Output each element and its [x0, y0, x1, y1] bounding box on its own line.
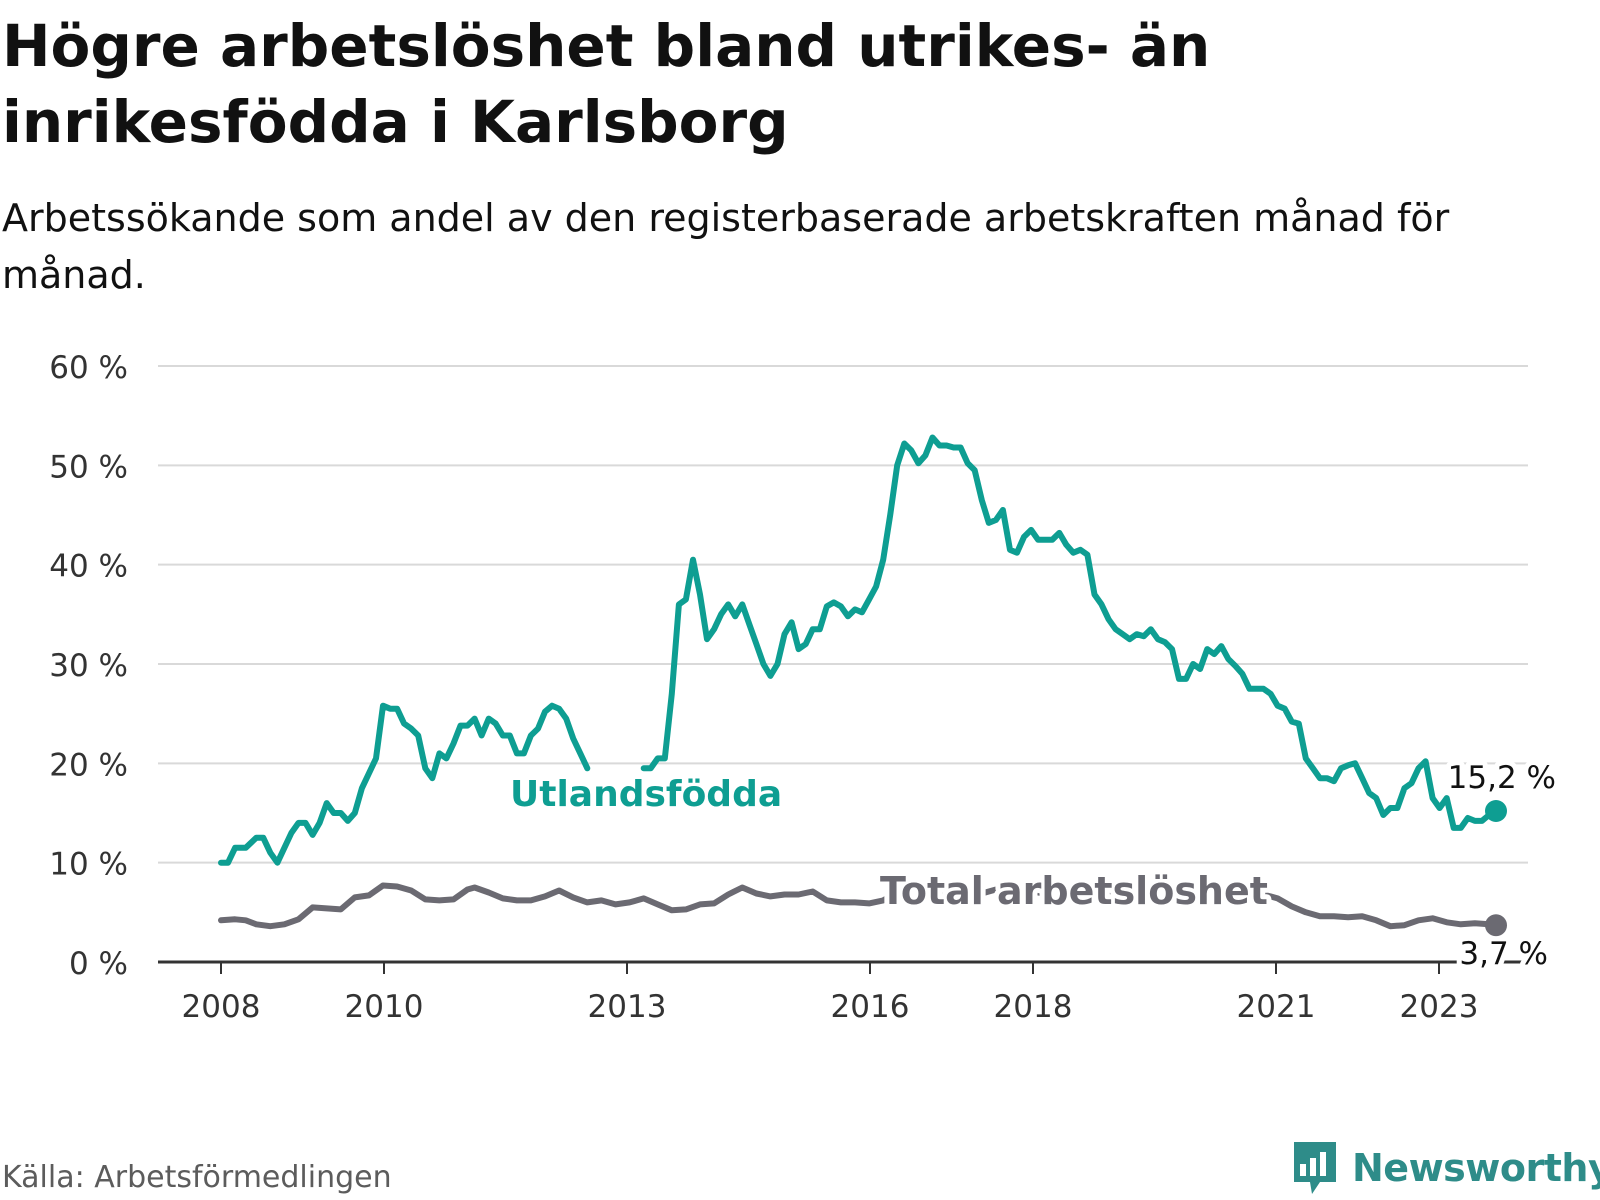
- x-axis: 2008 2010 2013 2016 2018 2021 2023: [158, 960, 1528, 1025]
- gridlines: [158, 365, 1528, 864]
- series-label-total-halo: Total arbetslöshet: [880, 869, 1268, 913]
- y-axis-tick-labels: 0 % 10 % 20 % 30 % 40 % 50 % 60 %: [49, 350, 128, 982]
- x-tick-label: 2021: [1237, 989, 1316, 1025]
- end-value-utlandsfodda: 15,2 %: [1448, 760, 1556, 796]
- x-tick-label: 2016: [831, 989, 910, 1025]
- brand-logo: Newsworthy: [1290, 1138, 1600, 1198]
- x-tick-label: 2013: [588, 989, 667, 1025]
- y-tick-label: 60 %: [49, 350, 128, 386]
- x-tick-label: 2018: [994, 989, 1073, 1025]
- line-chart: 0 % 10 % 20 % 30 % 40 % 50 % 60 % 2008 2010 2013…: [49, 350, 1561, 1025]
- series-lines: [218, 434, 1507, 937]
- series-label-total: Total arbetslöshet: [880, 869, 1268, 913]
- chart-title: Högre arbetslöshet bland utrikes- än inr…: [2, 12, 1211, 156]
- series-end-marker: [1485, 914, 1507, 937]
- series-line-utlandsfodda: [218, 702, 591, 866]
- y-tick-label: 20 %: [49, 747, 128, 783]
- series-label-utlandsfodda: Utlandsfödda: [510, 774, 782, 815]
- end-value-total: 3,7 %: [1459, 936, 1548, 972]
- y-tick-label: 40 %: [49, 549, 128, 585]
- series-line-utlandsfodda: [640, 434, 1499, 831]
- newsworthy-logo-icon: [1294, 1142, 1336, 1194]
- x-tick-label: 2010: [345, 989, 424, 1025]
- brand-name: Newsworthy: [1352, 1146, 1600, 1190]
- series-line-total: [218, 882, 1499, 930]
- series-end-marker: [1485, 800, 1507, 823]
- x-tick-label: 2023: [1400, 989, 1479, 1025]
- y-tick-label: 0 %: [69, 946, 128, 982]
- y-tick-label: 10 %: [49, 847, 128, 883]
- y-tick-label: 50 %: [49, 449, 128, 485]
- y-tick-label: 30 %: [49, 648, 128, 684]
- end-value-total-halo: 3,7 %: [1459, 936, 1548, 972]
- source-note: Källa: Arbetsförmedlingen: [2, 1160, 392, 1195]
- end-value-utlandsfodda-halo: 15,2 %: [1448, 760, 1556, 796]
- x-tick-label: 2008: [182, 989, 261, 1025]
- series-label-utlandsfodda-halo: Utlandsfödda: [510, 774, 782, 815]
- chart-subtitle: Arbetssökande som andel av den registerb…: [2, 196, 1450, 297]
